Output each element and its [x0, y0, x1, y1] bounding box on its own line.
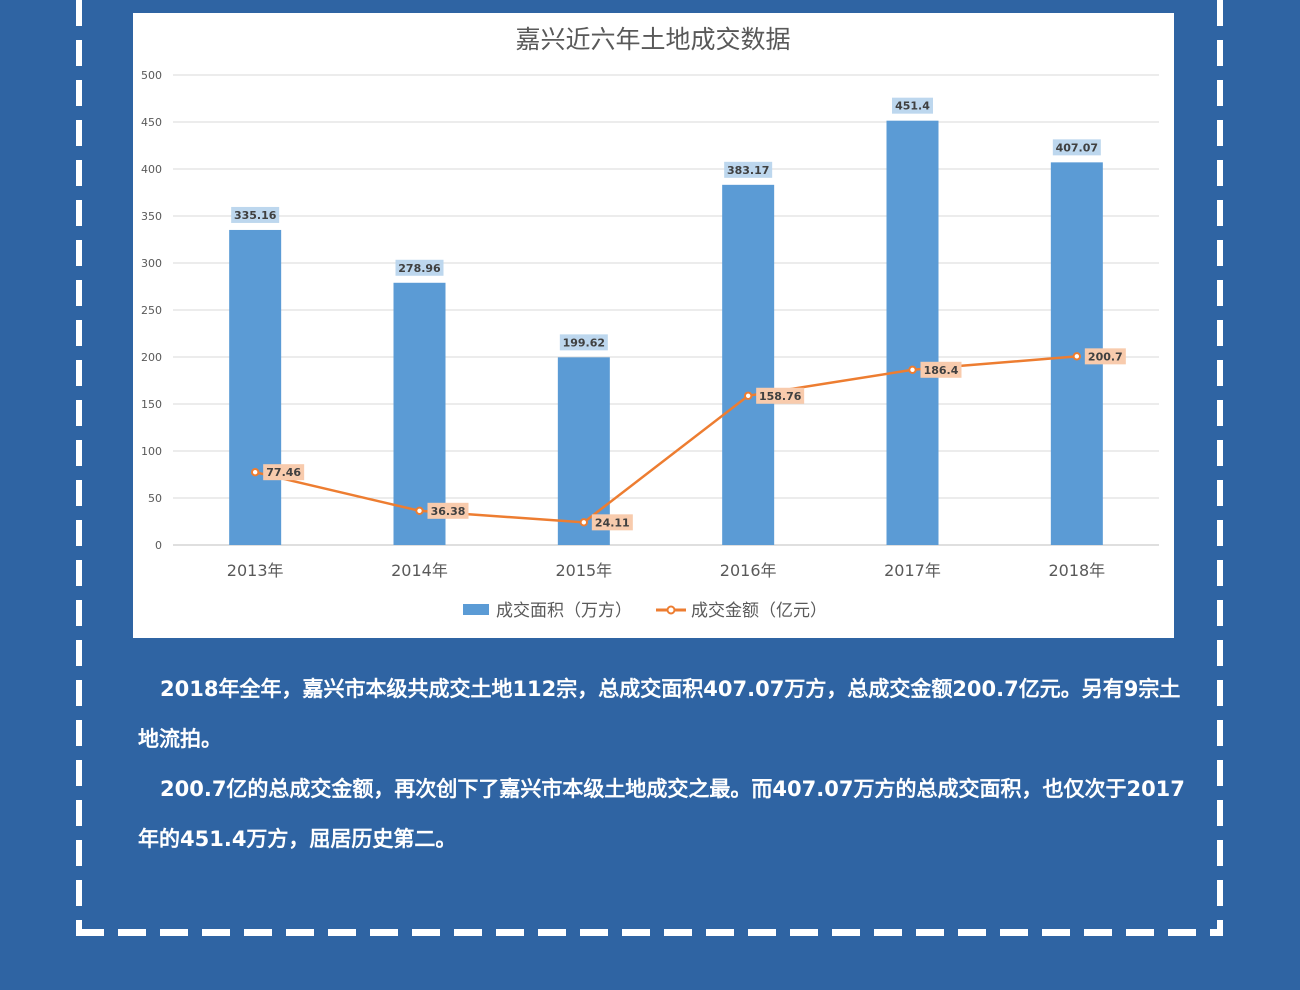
y-tick-label: 350 [141, 210, 162, 223]
bar-label-box [892, 97, 933, 114]
y-tick-label: 200 [141, 351, 162, 364]
bar-series [229, 120, 1103, 546]
bar [722, 184, 775, 546]
y-axis: 0 50 100 150 200 250 300 350 400 450 500 [141, 69, 162, 552]
legend-line-marker [666, 605, 676, 615]
bar [557, 357, 610, 545]
article-paragraph-1: 2018年全年，嘉兴市本级共成交土地112宗，总成交面积407.07万方，总成交… [138, 677, 1181, 751]
x-axis: 2013年 2014年 2015年 2016年 2017年 2018年 [227, 561, 1105, 580]
line-point [908, 365, 917, 374]
line-point [415, 506, 424, 516]
chart-card: 嘉兴近六年土地成交数据 0 50 100 150 200 250 300 350 400 450 5… [133, 13, 1174, 638]
bar-data-labels: 335.16 278.96 199.62 383.17 451.4 407.07 [231, 97, 1101, 351]
bar-data-label: 335.16 [234, 209, 277, 222]
line-data-label: 36.38 [431, 505, 466, 518]
line-label-box [263, 464, 305, 481]
line-point [1072, 352, 1082, 361]
line-data-label: 77.46 [266, 466, 301, 479]
bar [393, 282, 446, 545]
y-tick-label: 150 [141, 398, 162, 411]
y-tick-label: 300 [141, 257, 162, 270]
line-label-box [756, 387, 805, 404]
y-tick-label: 500 [141, 69, 162, 82]
line-label-box [427, 502, 469, 519]
bar-data-label: 383.17 [727, 164, 769, 177]
bar-data-label: 199.62 [563, 336, 605, 349]
y-tick-label: 450 [141, 116, 162, 129]
gridlines [173, 74, 1159, 546]
legend-bar-label: 成交面积（万方） [496, 601, 632, 621]
x-tick-label: 2017年 [884, 561, 941, 580]
line-label-box [1084, 348, 1126, 365]
line-label-box [920, 361, 962, 378]
bar-label-box [724, 161, 773, 178]
bar-label-box [559, 334, 608, 351]
line-path [254, 355, 1077, 524]
line-data-label: 186.4 [924, 364, 959, 377]
y-tick-label: 250 [141, 304, 162, 317]
bar-data-label: 451.4 [895, 100, 930, 113]
line-data-label: 158.76 [759, 390, 802, 403]
legend-bar-swatch [463, 604, 489, 615]
x-tick-label: 2015年 [555, 561, 612, 580]
line-series: 77.46 36.38 24.11 158.76 186.4 200.7 [250, 348, 1126, 531]
chart-svg: 嘉兴近六年土地成交数据 0 50 100 150 200 250 300 350 400 450 5… [141, 25, 1159, 621]
left-dashed-border [76, 0, 82, 936]
x-tick-label: 2014年 [391, 561, 448, 580]
x-tick-label: 2013年 [227, 561, 284, 580]
legend: 成交面积（万方） 成交金额（亿元） [463, 601, 827, 621]
x-tick-label: 2018年 [1048, 561, 1105, 580]
line-data-label: 24.11 [595, 516, 630, 529]
chart-title: 嘉兴近六年土地成交数据 [515, 25, 790, 54]
y-tick-label: 100 [141, 445, 162, 458]
line-point [250, 467, 260, 477]
bar-data-label: 407.07 [1056, 141, 1098, 154]
bar [886, 120, 939, 546]
bottom-dashed-border [76, 929, 1223, 936]
line-data-label: 200.7 [1088, 350, 1123, 363]
y-tick-label: 50 [148, 492, 162, 505]
line-label-box [591, 514, 633, 531]
bar [229, 229, 282, 546]
line-point [579, 518, 589, 527]
bar-data-label: 278.96 [398, 262, 441, 275]
y-tick-label: 400 [141, 163, 162, 176]
x-tick-label: 2016年 [720, 561, 777, 580]
right-dashed-border [1217, 0, 1223, 936]
legend-line-label: 成交金额（亿元） [691, 601, 827, 621]
y-tick-label: 0 [155, 539, 162, 552]
line-point [743, 391, 753, 400]
bar-label-box [395, 259, 444, 276]
article-text: 2018年全年，嘉兴市本级共成交土地112宗，总成交面积407.07万方，总成交… [138, 664, 1188, 864]
article-paragraph-2: 200.7亿的总成交金额，再次创下了嘉兴市本级土地成交之最。而407.07万方的… [138, 777, 1185, 851]
bar-label-box [1052, 139, 1101, 156]
bar-label-box [231, 206, 280, 223]
